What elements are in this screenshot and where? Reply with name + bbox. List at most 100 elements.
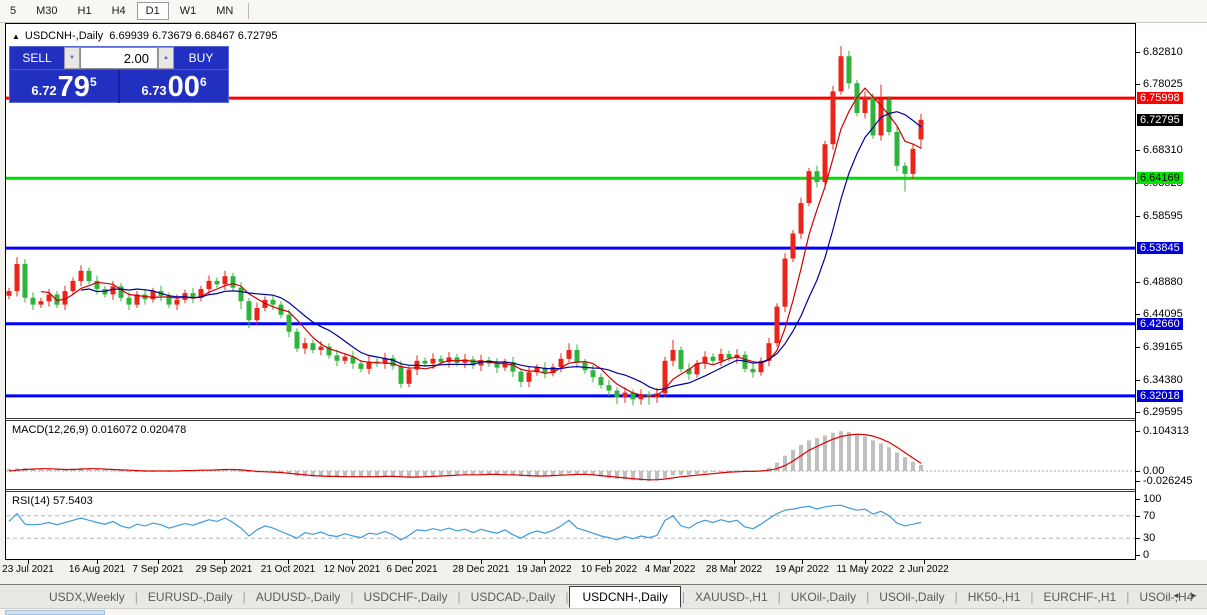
tab-separator: | [1126, 589, 1130, 604]
sell-price-big-digits: 79 [57, 71, 90, 104]
ma-slow-line [80, 111, 922, 391]
trade-panel-toggle-icon[interactable]: ▲ [12, 32, 20, 41]
buy-price-button[interactable]: 6.73 00 6 [118, 70, 228, 103]
macd-indicator-pane[interactable]: MACD(12,26,9) 0.016072 0.020478 [6, 421, 1135, 489]
axis-tick-mark [1136, 431, 1140, 433]
price-axis[interactable]: 6.828106.780256.683106.635256.585956.488… [1136, 23, 1207, 561]
pane-separator[interactable] [6, 489, 1135, 492]
price-tick-label: 6.44095 [1143, 308, 1183, 320]
sell-price-button[interactable]: 6.72 79 5 [10, 70, 118, 103]
sell-button[interactable]: SELL [22, 51, 52, 65]
date-tick-label: 19 Jan 2022 [516, 564, 572, 575]
rsi-chart-canvas[interactable] [6, 492, 1135, 559]
tab-separator: | [777, 589, 781, 604]
chart-tab-usdcnh-daily[interactable]: USDCNH-,Daily [569, 585, 681, 608]
date-tick-mark [544, 560, 545, 564]
axis-tick-mark [1136, 84, 1140, 85]
chart-tab-usoil-daily[interactable]: USOil-,Daily [879, 589, 945, 604]
date-tick-label: 6 Dec 2021 [386, 564, 438, 575]
sell-price-prefix: 6.72 [31, 82, 57, 98]
candlestick-series [6, 46, 924, 406]
horizontal-scrollbar[interactable] [0, 608, 1207, 615]
timeframe-button-5[interactable]: 5 [10, 5, 17, 17]
buy-button[interactable]: BUY [188, 51, 214, 65]
chart-tab-usoil-h4[interactable]: USOil-,H4 [1139, 589, 1194, 604]
chart-ohlc-values: 6.69939 6.73679 6.68467 6.72795 [109, 30, 278, 42]
ma-fast-line [40, 87, 922, 397]
axis-tick-mark [1136, 347, 1140, 348]
timeframe-button-d1[interactable]: D1 [136, 2, 169, 20]
rsi-tick-label: 100 [1143, 493, 1162, 505]
chart-tab-usdx-weekly[interactable]: USDX,Weekly [49, 589, 125, 604]
chart-ohlc-header: ▲ USDCNH-,Daily 6.69939 6.73679 6.68467 6… [12, 30, 278, 42]
buy-price-big-digits: 00 [167, 71, 200, 104]
tab-separator: | [866, 589, 870, 604]
date-tick-label: 10 Feb 2022 [580, 564, 638, 575]
price-tick-label: 6.48880 [1143, 276, 1183, 288]
price-tick-label: 6.58595 [1143, 210, 1183, 222]
chart-tab-usdchf-daily[interactable]: USDCHF-,Daily [363, 589, 448, 604]
date-tick-label: 29 Sep 2021 [195, 564, 253, 575]
axis-tick-mark [1136, 515, 1140, 517]
date-tick-mark [670, 560, 671, 564]
chart-tab-xauusd-h1[interactable]: XAUUSD-,H1 [694, 589, 768, 604]
timeframe-toolbar: 5 M30 H1 H4 D1 W1 MN [0, 0, 1207, 23]
date-tick-mark [734, 560, 735, 564]
chart-tab-eurusd-daily[interactable]: EURUSD-,Daily [147, 589, 233, 604]
axis-tick-mark [1136, 380, 1140, 381]
volume-input[interactable]: 2.00 [80, 47, 158, 69]
chart-tab-usdcad-daily[interactable]: USDCAD-,Daily [470, 589, 556, 604]
date-tick-label: 2 Jun 2022 [899, 564, 949, 575]
date-axis[interactable]: 23 Jul 2021 16 Aug 2021 7 Sep 2021 29 Sep 2… [2, 560, 1136, 581]
price-tick-label: 6.29595 [1143, 406, 1183, 418]
axis-tick-mark [1136, 499, 1140, 500]
macd-signal-line [8, 433, 922, 481]
tab-scroll-arrows-icon[interactable]: ◄ ► [1171, 591, 1202, 600]
volume-decrease-button[interactable]: ▼ [64, 47, 80, 69]
current-price-badge: 6.72795 [1137, 114, 1183, 126]
date-tick-mark [802, 560, 803, 564]
rsi-indicator-pane[interactable]: RSI(14) 57.5403 [6, 492, 1135, 559]
axis-tick-mark [1136, 412, 1140, 413]
timeframe-button-m30[interactable]: M30 [36, 5, 58, 17]
date-tick-label: 28 Dec 2021 [452, 564, 510, 575]
macd-chart-canvas[interactable] [6, 421, 1135, 489]
chart-tab-hk50-h1[interactable]: HK50-,H1 [967, 589, 1021, 604]
level-price-badge: 6.53845 [1137, 242, 1183, 254]
timeframe-button-h4[interactable]: H4 [111, 5, 126, 17]
tab-separator: | [242, 589, 246, 604]
date-tick-label: 7 Sep 2021 [132, 564, 184, 575]
tab-separator: | [457, 589, 461, 604]
timeframe-button-h1[interactable]: H1 [77, 5, 92, 17]
buy-price-pip-digit: 6 [199, 75, 207, 89]
candlestick-chart-canvas[interactable] [6, 24, 1135, 418]
tab-separator: | [350, 589, 354, 604]
date-tick-mark [28, 560, 29, 564]
date-tick-label: 19 Apr 2022 [775, 564, 829, 575]
date-tick-mark [288, 560, 289, 564]
level-price-badge: 6.64169 [1137, 172, 1183, 184]
axis-tick-mark [1136, 314, 1140, 315]
date-tick-label: 16 Aug 2021 [68, 564, 126, 575]
chart-tab-bar: USDX,Weekly | EURUSD-,Daily | AUDUSD-,Daily |… [0, 584, 1207, 608]
sell-price-pip-digit: 5 [89, 75, 97, 89]
axis-tick-mark [1136, 216, 1140, 217]
chart-tab-eurchf-h1[interactable]: EURCHF-,H1 [1043, 589, 1117, 604]
scrollbar-thumb[interactable] [5, 610, 105, 615]
tab-separator: | [681, 589, 685, 604]
date-tick-mark [609, 560, 610, 564]
macd-tick-label: 0.104313 [1143, 425, 1189, 438]
tab-separator: | [134, 589, 138, 604]
macd-tick-label: 0.00 [1143, 465, 1165, 477]
price-chart-pane[interactable] [6, 24, 1135, 418]
pane-separator[interactable] [6, 418, 1135, 421]
date-tick-mark [412, 560, 413, 564]
timeframe-button-w1[interactable]: W1 [179, 5, 197, 17]
buy-price-prefix: 6.73 [141, 82, 167, 98]
timeframe-button-mn[interactable]: MN [216, 5, 234, 17]
chart-tab-ukoil-daily[interactable]: UKOil-,Daily [790, 589, 857, 604]
date-tick-label: 28 Mar 2022 [705, 564, 763, 575]
axis-tick-mark [1136, 481, 1140, 483]
chart-tab-audusd-daily[interactable]: AUDUSD-,Daily [255, 589, 341, 604]
volume-increase-button[interactable]: ▲ [158, 47, 174, 69]
